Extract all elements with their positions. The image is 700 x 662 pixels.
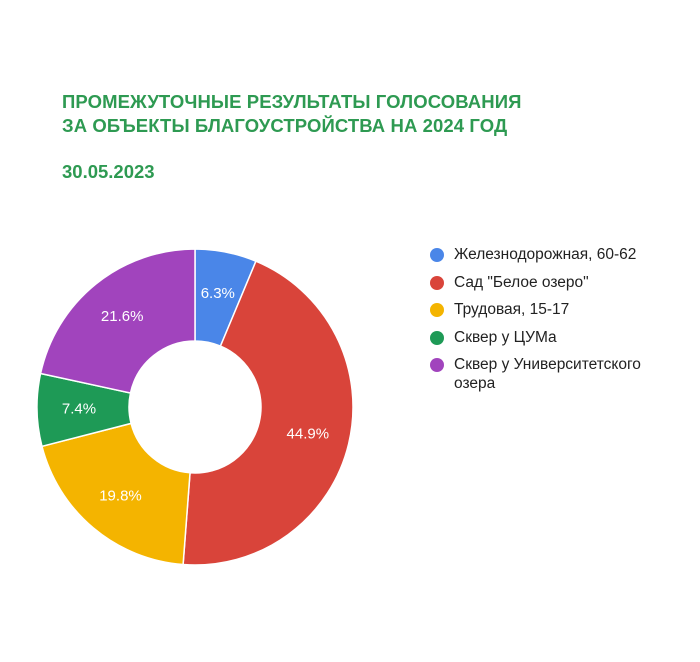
slice-data-label: 6.3% — [201, 285, 235, 302]
legend-item: Сквер у Университетского озера — [430, 355, 669, 393]
legend-swatch — [430, 303, 444, 317]
chart-legend: Железнодорожная, 60-62 Сад "Белое озеро"… — [430, 245, 669, 402]
legend-swatch — [430, 248, 444, 262]
legend-item: Трудовая, 15-17 — [430, 300, 669, 319]
pie-slice — [182, 260, 354, 566]
legend-label: Сквер у ЦУМа — [454, 328, 557, 346]
legend-label: Сквер у Университетского озера — [454, 356, 641, 392]
chart-title-line-2: ЗА ОБЪЕКТЫ БЛАГОУСТРОЙСТВА НА 2024 ГОД — [62, 115, 508, 136]
legend-swatch — [430, 275, 444, 290]
chart-title: ПРОМЕЖУТОЧНЫЕ РЕЗУЛЬТАТЫ ГОЛОСОВАНИЯ ЗА … — [62, 90, 522, 138]
slice-data-label: 21.6% — [101, 308, 144, 325]
legend-item: Сад "Белое озеро" — [430, 273, 669, 292]
slice-data-label: 19.8% — [99, 487, 142, 504]
chart-title-line-1: ПРОМЕЖУТОЧНЫЕ РЕЗУЛЬТАТЫ ГОЛОСОВАНИЯ — [62, 91, 522, 112]
slice-data-label: 7.4% — [62, 401, 96, 418]
legend-item: Железнодорожная, 60-62 — [430, 245, 669, 264]
legend-item: Сквер у ЦУМа — [430, 328, 669, 347]
legend-label: Сад "Белое озеро" — [454, 273, 589, 291]
legend-swatch — [430, 358, 444, 372]
pie-slice — [41, 422, 191, 566]
slice-data-label: 44.9% — [287, 426, 330, 443]
legend-label: Трудовая, 15-17 — [454, 301, 570, 318]
pie-slice — [39, 248, 196, 394]
chart-date: 30.05.2023 — [62, 161, 155, 182]
legend-swatch — [430, 330, 444, 345]
legend-label: Железнодорожная, 60-62 — [454, 246, 637, 263]
